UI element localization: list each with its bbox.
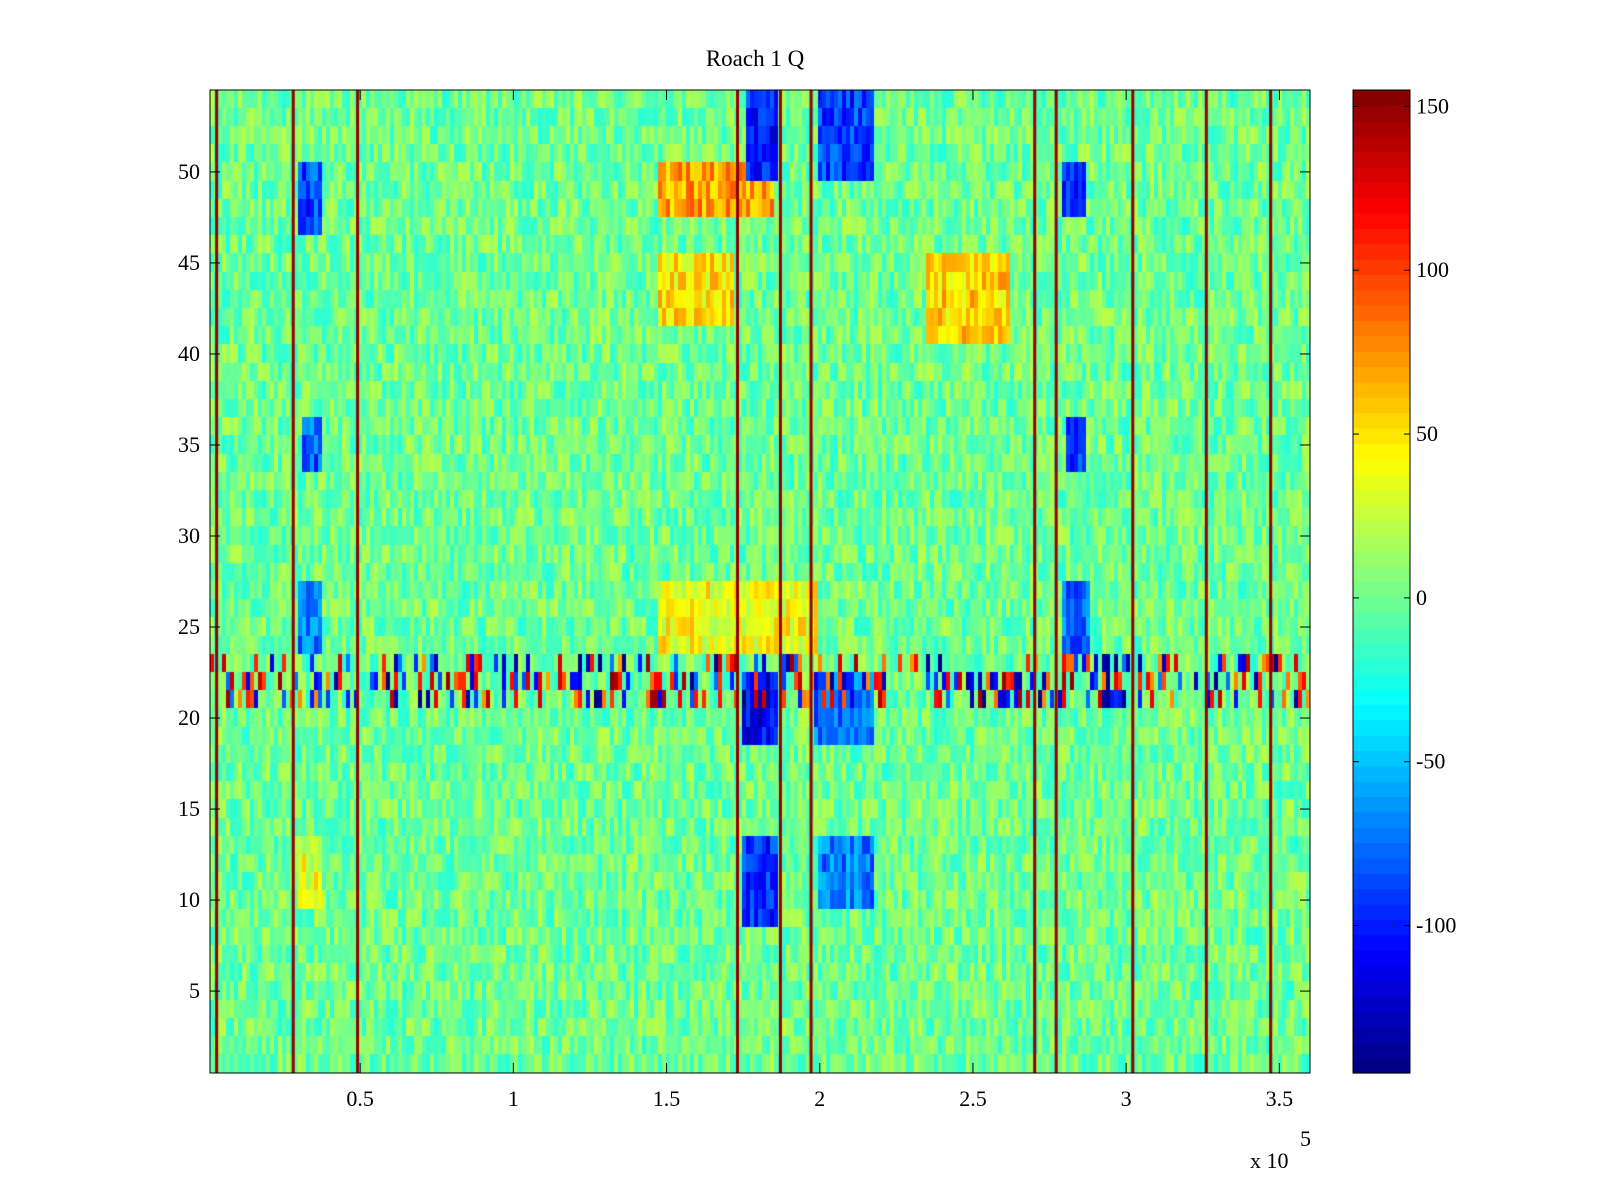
- colorbar-segment: [1353, 489, 1410, 506]
- colorbar-segment: [1353, 258, 1410, 275]
- colorbar-segment: [1353, 1042, 1410, 1059]
- colorbar-tick-label: -100: [1416, 913, 1456, 938]
- colorbar-segment: [1353, 289, 1410, 306]
- y-tick-label: 50: [178, 159, 200, 184]
- colorbar-segment: [1353, 1026, 1410, 1043]
- x-tick-label: 3.5: [1266, 1086, 1294, 1111]
- colorbar-segment: [1353, 274, 1410, 291]
- colorbar-tick-label: 0: [1416, 585, 1427, 610]
- colorbar-segment: [1353, 996, 1410, 1013]
- colorbar-segment: [1353, 689, 1410, 705]
- colorbar-segment: [1353, 950, 1410, 967]
- colorbar-segment: [1353, 765, 1410, 782]
- colorbar-segment: [1353, 443, 1410, 460]
- colorbar-segment: [1353, 366, 1410, 383]
- colorbar-segment: [1353, 566, 1410, 583]
- y-tick-label: 20: [178, 705, 200, 730]
- chart-title: Roach 1 Q: [706, 46, 805, 71]
- colorbar-segment: [1353, 535, 1410, 552]
- colorbar-segment: [1353, 335, 1410, 352]
- colorbar-segment: [1353, 827, 1410, 844]
- y-tick-label: 40: [178, 341, 200, 366]
- colorbar-segment: [1353, 857, 1410, 874]
- y-tick-label: 15: [178, 796, 200, 821]
- colorbar-tick-label: 150: [1416, 93, 1449, 118]
- y-tick-label: 35: [178, 432, 200, 457]
- colorbar-segment: [1353, 120, 1410, 137]
- colorbar-segment: [1353, 627, 1410, 644]
- x-tick-label: 1.5: [653, 1086, 681, 1111]
- x-tick-label: 2: [814, 1086, 825, 1111]
- x-axis-multiplier-exponent: 5: [1300, 1126, 1311, 1151]
- colorbar-segment: [1353, 105, 1410, 122]
- colorbar-segment: [1353, 581, 1410, 598]
- colorbar-segment: [1353, 151, 1410, 168]
- colorbar-segment: [1353, 873, 1410, 890]
- colorbar-segment: [1353, 473, 1410, 490]
- colorbar-segment: [1353, 965, 1410, 982]
- colorbar-segment: [1353, 904, 1410, 921]
- colorbar-segment: [1353, 642, 1410, 659]
- colorbar-segment: [1353, 458, 1410, 475]
- y-tick-label: 45: [178, 250, 200, 275]
- x-tick-label: 3: [1121, 1086, 1132, 1111]
- colorbar: 150 100 50 0 -50 -100: [1352, 89, 1456, 1074]
- colorbar-segment: [1353, 888, 1410, 905]
- colorbar-segment: [1353, 980, 1410, 997]
- colorbar-segment: [1353, 781, 1410, 798]
- colorbar-segment: [1353, 1011, 1410, 1028]
- colorbar-segment: [1353, 412, 1410, 429]
- colorbar-segment: [1353, 919, 1410, 936]
- colorbar-segment: [1353, 166, 1410, 183]
- y-tick-label: 30: [178, 523, 200, 548]
- colorbar-segment: [1353, 520, 1410, 537]
- colorbar-segment: [1353, 182, 1410, 199]
- x-axis-multiplier: x 10: [1250, 1148, 1289, 1173]
- plot-area: [210, 90, 1310, 1073]
- x-tick-label: 0.5: [346, 1086, 374, 1111]
- y-tick-label: 25: [178, 614, 200, 639]
- colorbar-segment: [1353, 320, 1410, 337]
- y-tick-label: 10: [178, 887, 200, 912]
- colorbar-segment: [1353, 719, 1410, 736]
- colorbar-segment: [1353, 228, 1410, 245]
- colorbar-segment: [1353, 658, 1410, 675]
- colorbar-segment: [1353, 351, 1410, 368]
- x-tick-label: 1: [508, 1086, 519, 1111]
- colorbar-frame: [1352, 89, 1411, 1074]
- colorbar-segment: [1353, 934, 1410, 951]
- colorbar-tick-label: 100: [1416, 257, 1449, 282]
- colorbar-segment: [1353, 750, 1410, 767]
- x-tick-label: 2.5: [959, 1086, 987, 1111]
- colorbar-tick-label: 50: [1416, 421, 1438, 446]
- colorbar-tick-label: -50: [1416, 749, 1445, 774]
- colorbar-segment: [1353, 243, 1410, 260]
- colorbar-segment: [1353, 596, 1410, 613]
- colorbar-segment: [1353, 136, 1410, 153]
- colorbar-segment: [1353, 842, 1410, 859]
- colorbar-segment: [1353, 673, 1410, 690]
- colorbar-segment: [1353, 197, 1410, 214]
- colorbar-segment: [1353, 735, 1410, 752]
- colorbar-segment: [1353, 796, 1410, 813]
- colorbar-segment: [1353, 427, 1410, 444]
- heatmap-cells: [210, 90, 1310, 1073]
- colorbar-segment: [1353, 397, 1410, 414]
- colorbar-segment: [1353, 305, 1410, 321]
- colorbar-segment: [1353, 212, 1410, 229]
- colorbar-segment: [1353, 612, 1410, 629]
- colorbar-segment: [1353, 504, 1410, 521]
- colorbar-segment: [1353, 704, 1410, 721]
- axes-frame: [209, 89, 1311, 1074]
- y-tick-label: 5: [189, 978, 200, 1003]
- colorbar-segment: [1353, 90, 1410, 106]
- colorbar-segment: [1353, 550, 1410, 567]
- colorbar-segment: [1353, 381, 1410, 398]
- colorbar-segment: [1353, 811, 1410, 828]
- colorbar-segment: [1353, 1057, 1410, 1074]
